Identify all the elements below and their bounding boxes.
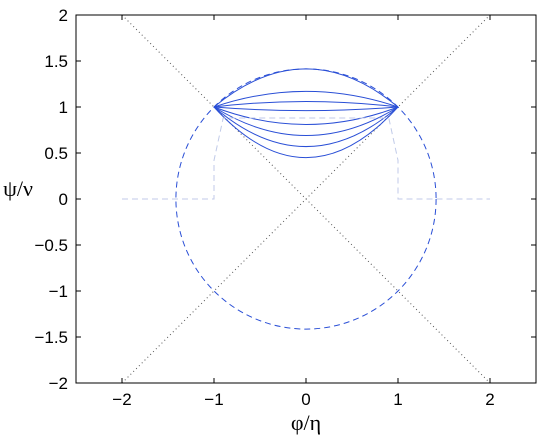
axis-ticks [76,14,536,384]
y-tick-label: −1 [49,282,68,301]
y-tick-label: 1.5 [44,52,68,71]
solid-curve-1 [213,68,399,108]
solid-curve-4 [213,106,399,112]
dotted-diagonal-2 [121,14,491,384]
x-tick-label: −1 [204,390,223,409]
x-tick-label: −2 [112,390,131,409]
solid-curve-6 [213,106,399,136]
y-tick-label: −2 [49,374,68,393]
solid-curve-3 [213,100,399,108]
y-tick-label: 0.5 [44,144,68,163]
y-tick-label: −1.5 [34,328,68,347]
x-tick-label: 2 [485,390,494,409]
y-tick-labels: −2 −1.5 −1 −0.5 0 0.5 1 1.5 2 [34,6,68,393]
y-tick-label: 0 [59,190,68,209]
x-tick-label: 1 [393,390,402,409]
plot-area [121,14,491,384]
solid-curve-5 [213,106,399,125]
y-tick-label: 1 [59,98,68,117]
solid-curve-8 [213,106,399,159]
x-axis-label: φ/η [291,410,321,435]
faint-dashed-curve [122,117,490,200]
y-tick-label: −0.5 [34,236,68,255]
solid-curve-7 [213,106,399,147]
y-tick-label: 2 [59,6,68,25]
solid-curve-2 [213,90,399,108]
y-axis-label: ψ/ν [3,176,33,201]
x-tick-label: 0 [301,390,310,409]
x-tick-labels: −2 −1 0 1 2 [112,390,494,409]
